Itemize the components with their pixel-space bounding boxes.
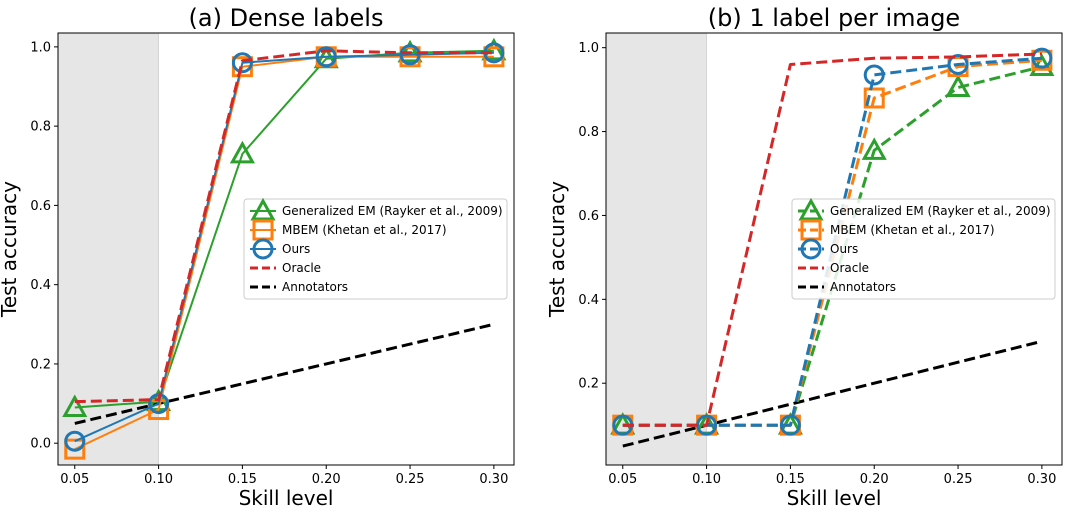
panel-dense-labels: 0.05 0.10 0.15 0.20 0.25 0.30 0.0 0.2 0.4 0.6 0.8 1… xyxy=(0,4,515,510)
shaded-region xyxy=(57,32,159,466)
legend-marker xyxy=(800,238,822,260)
x-tick-label: 0.25 xyxy=(396,472,425,487)
data-point-generalized-em-rayker-et-al-2009 xyxy=(62,394,88,418)
y-tick-label: 0.4 xyxy=(578,293,599,308)
data-point-ours xyxy=(64,430,86,452)
legend-label: Generalized EM (Rayker et al., 2009) xyxy=(282,204,503,218)
shaded-region xyxy=(605,32,707,466)
y-tick-label: 0.4 xyxy=(30,278,51,293)
chart-title: (b) 1 label per image xyxy=(708,4,960,32)
legend-box xyxy=(791,198,1056,300)
y-axis-label: Test accuracy xyxy=(545,181,569,318)
plot-area xyxy=(62,37,507,460)
legend-label: Generalized EM (Rayker et al., 2009) xyxy=(830,204,1051,218)
data-point-ours xyxy=(399,44,421,66)
data-point-mbem-khetan-et-al-2017 xyxy=(863,87,885,109)
x-tick-label: 0.10 xyxy=(692,472,721,487)
legend-label: Oracle xyxy=(830,261,869,275)
x-tick-label: 0.10 xyxy=(144,472,173,487)
legend: Generalized EM (Rayker et al., 2009) MBEM… xyxy=(791,197,1056,300)
x-tick-label: 0.30 xyxy=(479,472,508,487)
x-tick-label: 0.30 xyxy=(1027,472,1056,487)
legend: Generalized EM (Rayker et al., 2009) MBEM… xyxy=(243,197,508,300)
data-point-generalized-em-rayker-et-al-2009 xyxy=(945,74,971,98)
data-point-ours xyxy=(231,52,253,74)
series-line-oracle xyxy=(74,49,494,404)
x-tick-label: 0.20 xyxy=(312,472,341,487)
legend-box xyxy=(243,198,508,300)
y-tick-label: 0.0 xyxy=(30,437,51,452)
legend-label: Annotators xyxy=(830,280,896,294)
x-tick-label: 0.25 xyxy=(944,472,973,487)
legend-label: Annotators xyxy=(282,280,348,294)
legend-label: Ours xyxy=(830,242,858,256)
data-point-ours xyxy=(779,414,801,436)
axes-frame xyxy=(57,32,515,466)
legend-label: Oracle xyxy=(282,261,321,275)
series-line-ours xyxy=(74,51,494,443)
data-point-generalized-em-rayker-et-al-2009 xyxy=(481,37,507,61)
y-tick-label: 0.2 xyxy=(30,357,51,372)
legend-label: MBEM (Khetan et al., 2017) xyxy=(282,223,447,237)
x-tick-label: 0.05 xyxy=(608,472,637,487)
data-point-ours xyxy=(863,64,885,86)
x-axis-label: Skill level xyxy=(787,486,882,510)
legend-marker xyxy=(798,197,824,221)
x-tick-label: 0.20 xyxy=(860,472,889,487)
y-tick-label: 0.6 xyxy=(578,209,599,224)
axes-frame xyxy=(605,32,1063,466)
series-line-annotators xyxy=(74,322,495,425)
legend-label: Ours xyxy=(282,242,310,256)
data-point-generalized-em-rayker-et-al-2009 xyxy=(861,137,887,160)
panel-one-label-per-image: 0.05 0.10 0.15 0.20 0.25 0.30 0.2 0.4 0.6 0.8 1.0 (… xyxy=(545,4,1063,510)
x-tick-label: 0.15 xyxy=(228,472,257,487)
y-tick-label: 1.0 xyxy=(30,40,51,55)
series-line-annotators xyxy=(622,339,1043,448)
data-point-ours xyxy=(1031,47,1053,69)
x-tick-label: 0.15 xyxy=(776,472,805,487)
legend-label: MBEM (Khetan et al., 2017) xyxy=(830,223,995,237)
data-point-ours xyxy=(947,53,969,75)
x-tick-label: 0.05 xyxy=(60,472,89,487)
series-line-mbem-khetan-et-al-2017 xyxy=(74,55,494,451)
y-tick-label: 1.0 xyxy=(578,41,599,56)
y-tick-label: 0.8 xyxy=(30,120,51,135)
y-tick-label: 0.2 xyxy=(578,377,599,392)
data-point-ours xyxy=(315,46,337,68)
legend-marker xyxy=(252,238,274,260)
y-axis-label: Test accuracy xyxy=(0,181,21,318)
y-tick-label: 0.8 xyxy=(578,125,599,140)
legend-marker xyxy=(250,197,276,221)
series-line-oracle xyxy=(622,52,1042,427)
chart-title: (a) Dense labels xyxy=(189,4,384,32)
y-tick-label: 0.6 xyxy=(30,199,51,214)
data-point-generalized-em-rayker-et-al-2009 xyxy=(229,140,255,164)
x-axis-label: Skill level xyxy=(239,486,334,510)
